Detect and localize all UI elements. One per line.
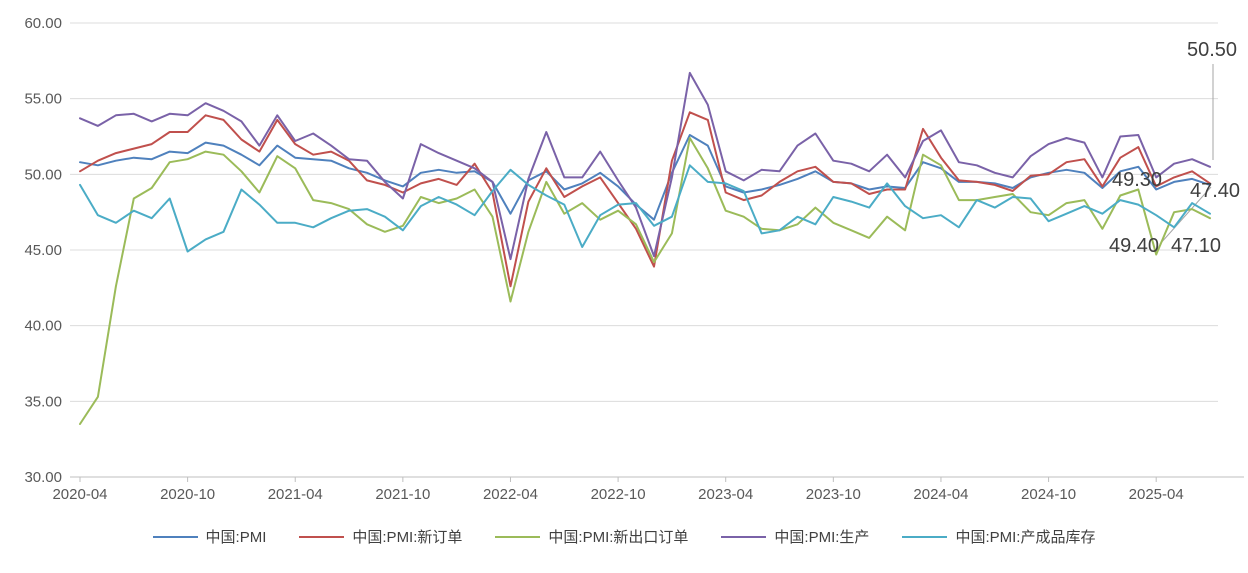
x-tick-label: 2024-04 (913, 486, 968, 503)
y-tick-label: 50.00 (24, 166, 62, 183)
y-tick-label: 35.00 (24, 393, 62, 410)
x-tick-label: 2023-04 (698, 486, 753, 503)
legend-series-label: 中国:PMI (205, 529, 267, 546)
legend-series-label: 中国:PMI:生产 (774, 529, 870, 546)
x-tick-label: 2021-04 (268, 486, 323, 503)
series-line-中国:PMI:新出口订单 (79, 137, 1211, 425)
legend-series-label: 中国:PMI:新出口订单 (548, 529, 689, 546)
x-tick-label: 2024-10 (1021, 486, 1076, 503)
end-value-label: 49.40 (1109, 235, 1159, 257)
y-tick-label: 60.00 (24, 15, 62, 32)
x-tick-label: 2023-10 (806, 486, 861, 503)
x-tick-label: 2025-04 (1129, 486, 1184, 503)
legend-line-swatch (152, 535, 198, 538)
y-tick-label: 30.00 (24, 469, 62, 486)
legend-item: 中国:PMI (152, 526, 267, 547)
legend-line-swatch (495, 535, 541, 538)
end-value-label: 47.40 (1190, 180, 1240, 202)
leader-line (1159, 186, 1212, 245)
series-line-中国:PMI:新订单 (79, 111, 1211, 288)
chart-legend: 中国:PMI 中国:PMI:新订单 中国:PMI:新出口订单 中国:PMI:生产… (0, 526, 1248, 547)
legend-line-swatch (721, 535, 767, 538)
x-tick-label: 2022-10 (591, 486, 646, 503)
y-tick-label: 55.00 (24, 91, 62, 108)
legend-series-label: 中国:PMI:新订单 (352, 529, 463, 546)
y-tick-label: 40.00 (24, 318, 62, 335)
legend-item: 中国:PMI:生产 (721, 526, 869, 547)
end-value-label: 50.50 (1187, 39, 1237, 61)
legend-line-swatch (902, 535, 948, 538)
series-line-中国:PMI (79, 134, 1211, 221)
x-tick-label: 2020-04 (52, 486, 107, 503)
x-tick-label: 2020-10 (160, 486, 215, 503)
plot-area: 2020-04 2020-10 2021-04 2021-10 2022-04 2022-… (24, 15, 1244, 503)
legend-line-swatch (299, 535, 345, 538)
legend-item: 中国:PMI:新订单 (299, 526, 462, 547)
legend-item: 中国:PMI:新出口订单 (495, 526, 688, 547)
legend-series-label: 中国:PMI:产成品库存 (955, 529, 1096, 546)
legend-item: 中国:PMI:产成品库存 (902, 526, 1095, 547)
x-tick-label: 2022-04 (483, 486, 538, 503)
end-value-label: 49.30 (1112, 169, 1162, 191)
y-tick-label: 45.00 (24, 242, 62, 259)
end-value-label: 47.10 (1171, 235, 1221, 257)
series-line-中国:PMI:生产 (79, 71, 1211, 261)
series-line-中国:PMI:产成品库存 (79, 164, 1211, 253)
x-tick-label: 2021-10 (375, 486, 430, 503)
